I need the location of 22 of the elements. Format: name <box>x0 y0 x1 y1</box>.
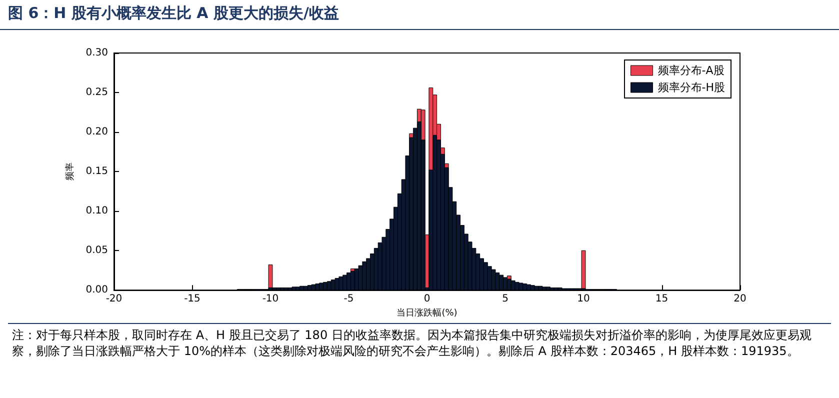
y-tick-label: 0.25 <box>86 87 108 98</box>
chart-title: 图 6：H 股有小概率发生比 A 股更大的损失/收益 <box>0 0 839 30</box>
x-tick-label: -5 <box>344 294 354 305</box>
x-tick-label: -20 <box>106 294 122 305</box>
y-axis-title: 频率 <box>64 162 76 181</box>
x-tick-label: 20 <box>734 294 746 305</box>
x-tick-label: 15 <box>655 294 668 305</box>
legend-label: 频率分布-A股 <box>658 64 724 77</box>
legend-label: 频率分布-H股 <box>658 81 726 94</box>
y-tick-label: 0.30 <box>86 48 108 58</box>
x-tick-label: 5 <box>502 294 508 305</box>
y-tick-label: 0.20 <box>86 126 108 138</box>
x-tick-label: 10 <box>577 294 590 305</box>
x-tick-label: 0 <box>424 294 430 305</box>
x-axis-title: 当日涨跌幅(%) <box>396 308 458 318</box>
y-tick-label: 0.15 <box>86 166 108 178</box>
y-tick-label: 0.05 <box>86 245 108 256</box>
x-tick-label: -10 <box>262 294 279 305</box>
text: 注：对于每只样本股，取同时存在 A、H 股且已交易了 180 日的收益率数据。因为本篇报告集中研究极端损失对折溢价率的影响，为使厚尾效应更易观察，剔除了当日涨跌幅严格大于 10%的样本（这类剔除对极端风险的研究不会产生影响）。剔除后 A 股样本数：203465，H 股样本数：191935。 <box>12 327 812 359</box>
x-tick-label: -15 <box>184 294 200 305</box>
y-tick-label: 0.10 <box>86 206 108 217</box>
y-tick-label: 0.00 <box>86 284 108 296</box>
